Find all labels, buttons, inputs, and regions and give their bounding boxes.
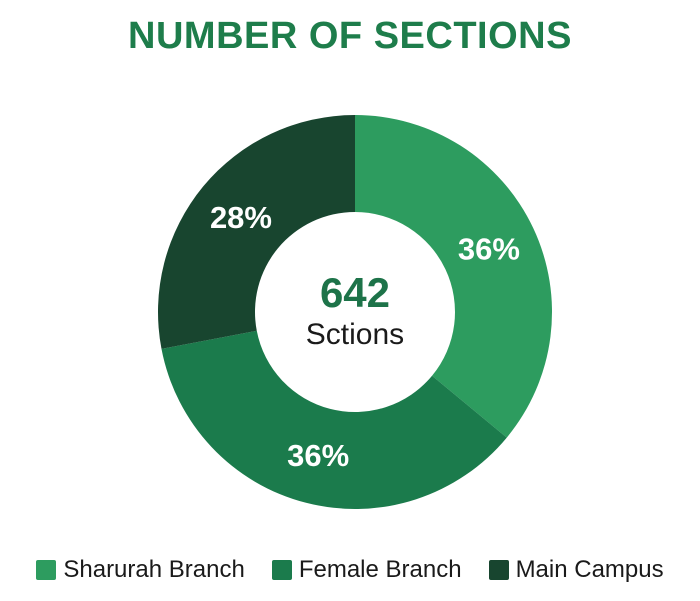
donut-segment-female-branch[interactable] [161, 330, 507, 510]
legend-label: Sharurah Branch [63, 556, 245, 583]
legend-swatch [271, 560, 292, 580]
legend-item-female-branch[interactable]: Female Branch [271, 556, 462, 584]
chart-title: NUMBER OF SECTIONS [128, 15, 572, 57]
donut-center-text: 642 Sctions [260, 270, 450, 354]
segment-percent-label: 36% [458, 231, 520, 266]
donut-segment-sharurah-branch[interactable] [355, 115, 552, 438]
legend-item-sharurah-branch[interactable]: Sharurah Branch [36, 556, 245, 584]
donut-segment-main-campus[interactable] [157, 115, 355, 349]
legend-label: Main Campus [515, 556, 664, 583]
legend-label: Female Branch [298, 556, 462, 583]
donut-center-label: Sctions [305, 318, 405, 351]
legend-swatch [488, 560, 509, 580]
legend-swatch [36, 560, 57, 580]
segment-percent-label: 36% [287, 438, 349, 473]
segment-percent-label: 28% [210, 200, 272, 235]
donut-center-value: 642 [319, 269, 391, 316]
chart-legend: Sharurah Branch Female Branch Main Campu… [0, 556, 700, 584]
legend-item-main-campus[interactable]: Main Campus [488, 556, 664, 584]
